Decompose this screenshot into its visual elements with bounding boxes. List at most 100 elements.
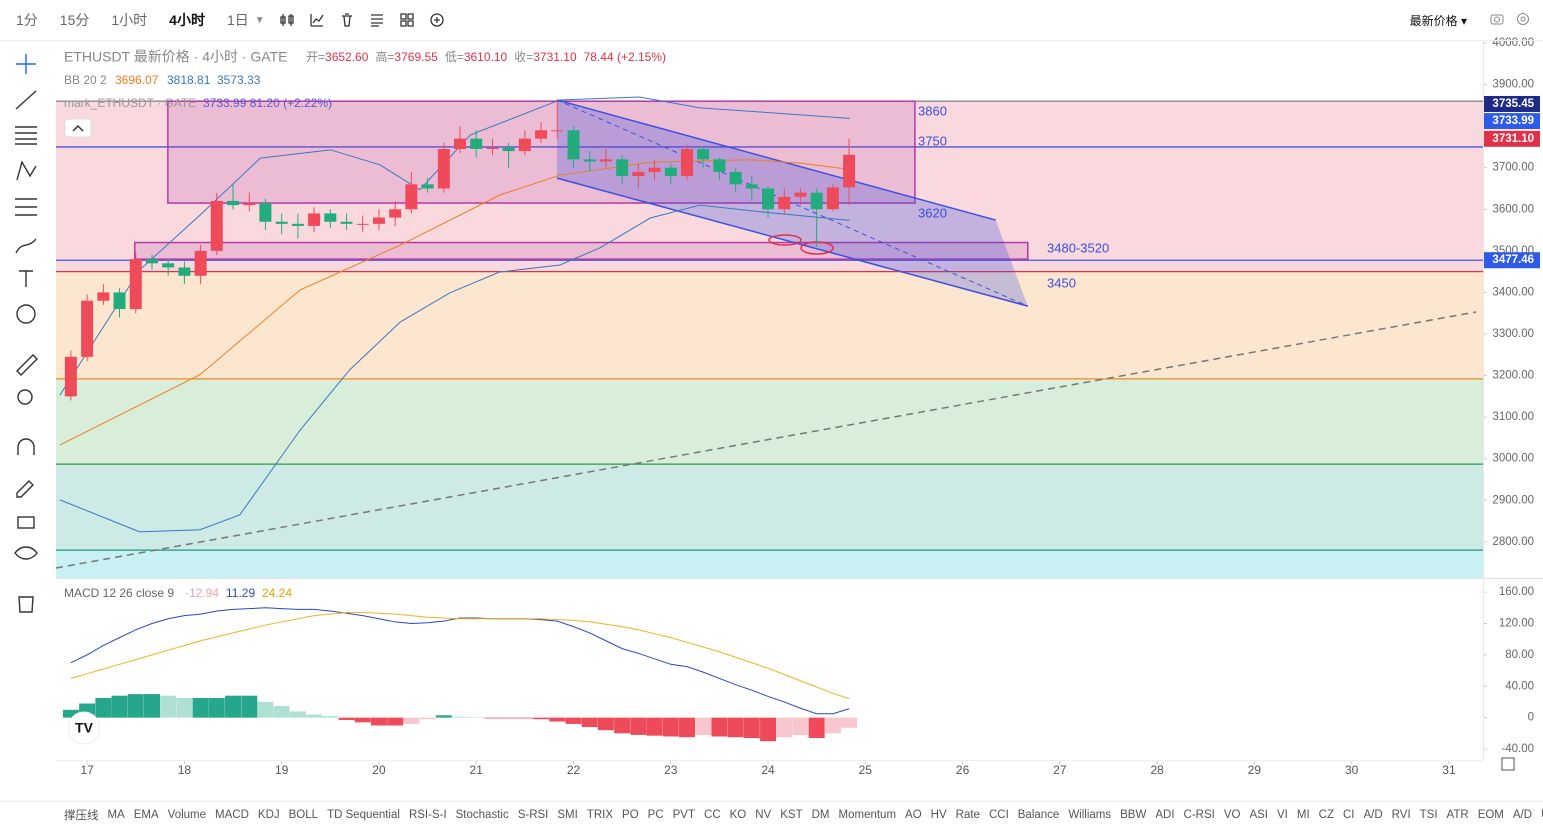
indicator-item[interactable]: CI (1343, 809, 1355, 821)
x-tick-label: 17 (80, 763, 94, 777)
indicator-item[interactable]: EOM (1477, 809, 1504, 821)
indicator-item[interactable]: NV (755, 809, 772, 821)
indicator-item[interactable]: VI (1277, 809, 1288, 821)
delete-icon[interactable] (339, 12, 355, 28)
settings-icon[interactable] (1501, 757, 1515, 771)
macd-histogram-bar (354, 717, 371, 723)
timeframe[interactable]: 1日 (226, 12, 249, 28)
indicator-item[interactable]: ATR (1446, 809, 1469, 821)
indicator-item[interactable]: BOLL (288, 809, 319, 821)
y-tick-label: 0 (1528, 712, 1534, 724)
indicator-item[interactable]: RVI (1391, 809, 1411, 821)
ohlc-value: 3769.55 (394, 50, 438, 64)
indicator-item[interactable]: KO (729, 809, 747, 821)
line-tool[interactable] (15, 90, 37, 110)
indicator-item[interactable]: CCI (988, 809, 1009, 821)
add-icon[interactable] (429, 12, 445, 28)
timeframe[interactable]: 1分 (16, 12, 38, 28)
zoom-tool[interactable] (17, 389, 33, 405)
channel-line (556, 99, 996, 221)
layout-icon[interactable] (399, 12, 415, 28)
ruler-tool[interactable] (16, 354, 38, 376)
indicator-item[interactable]: U (1541, 809, 1543, 821)
macd-histogram-bar (565, 717, 582, 724)
gear-icon[interactable] (1515, 11, 1531, 27)
edit-lock-tool[interactable] (16, 480, 34, 498)
macd-histogram-bar (387, 717, 404, 726)
macd-histogram-bar (192, 698, 209, 718)
indicator-item[interactable]: Williams (1068, 809, 1112, 821)
dropdown-caret[interactable]: ▼ (254, 14, 265, 26)
macd-histogram-bar (711, 717, 728, 737)
timeframe[interactable]: 1小时 (111, 12, 148, 28)
indicator-item[interactable]: PO (622, 809, 639, 821)
indicator-item[interactable]: MA (107, 809, 125, 821)
macd-line (70, 607, 850, 715)
indicator-item[interactable]: Volume (167, 809, 207, 821)
collapse-button[interactable] (64, 118, 92, 138)
candle-type-icon[interactable] (279, 12, 295, 28)
indicator-item[interactable]: ASI (1249, 809, 1268, 821)
magnet-tool[interactable] (17, 438, 35, 455)
indicator-item[interactable]: DM (811, 809, 830, 821)
trash-tool[interactable] (18, 596, 34, 613)
indicator-item[interactable]: TRIX (586, 809, 614, 821)
level-annotation: 3620 (918, 205, 947, 220)
indicator-item[interactable]: ADI (1155, 809, 1175, 821)
mark-name: mark_ETHUSDT · GATE (64, 96, 196, 110)
text-tool[interactable] (19, 270, 33, 287)
lock-tool[interactable] (17, 516, 35, 529)
fib-tool[interactable] (15, 126, 37, 145)
indicator-item[interactable]: TD Sequential (327, 809, 400, 821)
camera-icon[interactable] (1489, 11, 1505, 27)
y-tick-label: -40.00 (1501, 743, 1534, 755)
timeframe[interactable]: 4小时 (169, 12, 205, 28)
indicator-item[interactable]: A/D (1512, 809, 1533, 821)
crosshair-tool[interactable] (16, 54, 36, 74)
indicator-icon[interactable] (309, 12, 325, 28)
list-icon[interactable] (369, 12, 385, 28)
candle-body (162, 263, 175, 268)
indicator-item[interactable]: C-RSI (1183, 809, 1215, 821)
macd-histogram-bar (127, 694, 144, 718)
indicator-item[interactable]: CC (704, 809, 721, 821)
indicator-item[interactable]: KDJ (257, 809, 280, 821)
indicator-item[interactable]: A/D (1363, 809, 1383, 821)
indicator-item[interactable]: 撑压线 (64, 810, 99, 822)
pattern-tool[interactable] (16, 160, 37, 181)
indicator-item[interactable]: AO (905, 809, 922, 821)
macd-histogram-bar (662, 717, 679, 737)
candle-body (81, 300, 94, 357)
emoji-tool[interactable] (16, 304, 36, 324)
indicator-item[interactable]: SMI (557, 809, 578, 821)
timeframe[interactable]: 15分 (59, 12, 90, 28)
indicator-item[interactable]: EMA (133, 809, 159, 821)
macd-histogram-bar (484, 717, 501, 719)
indicator-item[interactable]: Rate (955, 809, 980, 821)
indicator-item[interactable]: Stochastic (455, 809, 509, 821)
indicator-item[interactable]: TSI (1419, 809, 1438, 821)
indicator-item[interactable]: PVT (672, 809, 696, 821)
indicator-item[interactable]: PC (647, 809, 664, 821)
indicator-item[interactable]: Momentum (838, 809, 897, 821)
indicator-item[interactable]: HV (930, 809, 947, 821)
candle-body (243, 203, 256, 206)
visibility-tool[interactable] (14, 546, 38, 560)
brush-tool[interactable] (15, 238, 37, 254)
indicator-item[interactable]: MI (1296, 809, 1310, 821)
indicator-item[interactable]: BBW (1120, 809, 1147, 821)
indicator-item[interactable]: VO (1223, 809, 1241, 821)
indicator-item[interactable]: MACD (215, 809, 249, 821)
indicator-item[interactable]: S-RSI (517, 809, 549, 821)
projection-tool[interactable] (15, 198, 37, 216)
ohlc-key: 开= (306, 50, 325, 64)
indicator-item[interactable]: RSI-S-I (408, 809, 447, 821)
indicator-item[interactable]: CZ (1318, 809, 1334, 821)
x-tick-label: 20 (372, 763, 386, 777)
indicator-item[interactable]: Balance (1017, 809, 1060, 821)
channel-midline (556, 99, 1028, 307)
price-mode[interactable]: 最新价格 ▾ (1409, 14, 1467, 28)
candle-body (259, 203, 272, 222)
indicator-item[interactable]: KST (780, 809, 803, 821)
